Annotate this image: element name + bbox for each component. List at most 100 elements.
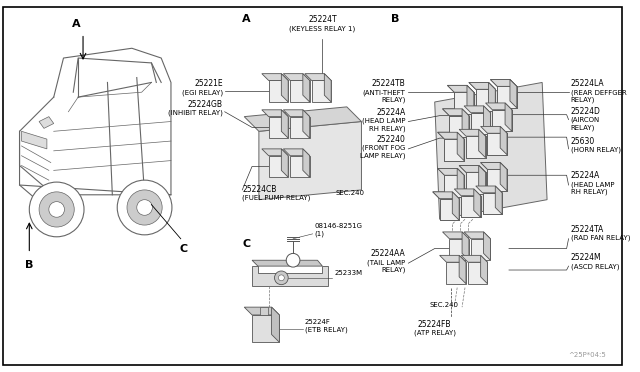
Polygon shape: [481, 163, 507, 169]
Text: 25224FB: 25224FB: [418, 320, 451, 329]
Polygon shape: [433, 192, 459, 199]
Text: B: B: [291, 257, 296, 263]
Polygon shape: [262, 74, 288, 80]
Polygon shape: [497, 86, 516, 108]
Polygon shape: [500, 163, 507, 191]
Polygon shape: [459, 129, 486, 136]
Polygon shape: [442, 232, 469, 239]
Polygon shape: [259, 122, 362, 200]
Polygon shape: [481, 126, 507, 133]
Text: (1): (1): [315, 231, 324, 237]
Text: (HORN RELAY): (HORN RELAY): [570, 147, 621, 153]
Polygon shape: [484, 106, 490, 134]
Polygon shape: [481, 163, 507, 169]
Polygon shape: [252, 260, 323, 266]
Polygon shape: [481, 126, 507, 133]
Polygon shape: [452, 192, 459, 220]
Polygon shape: [454, 92, 474, 114]
Polygon shape: [284, 110, 310, 117]
Circle shape: [127, 190, 162, 225]
Polygon shape: [461, 196, 481, 217]
Text: LAMP RELAY): LAMP RELAY): [360, 153, 405, 159]
Text: 25224TA: 25224TA: [570, 225, 604, 234]
Polygon shape: [471, 113, 490, 134]
Polygon shape: [284, 74, 310, 80]
Polygon shape: [459, 166, 486, 172]
Polygon shape: [476, 89, 495, 111]
Polygon shape: [442, 109, 469, 116]
Polygon shape: [505, 103, 512, 131]
Text: A: A: [72, 19, 81, 29]
Polygon shape: [303, 110, 310, 138]
Text: RH RELAY): RH RELAY): [369, 125, 405, 132]
Text: (ATP RELAY): (ATP RELAY): [413, 330, 456, 336]
Text: 25224LA: 25224LA: [570, 79, 604, 89]
Text: 25224T: 25224T: [308, 15, 337, 24]
Polygon shape: [244, 107, 362, 131]
Polygon shape: [476, 186, 502, 193]
Polygon shape: [486, 103, 512, 110]
Text: (HEAD LAMP: (HEAD LAMP: [362, 118, 405, 124]
Polygon shape: [474, 189, 481, 217]
Polygon shape: [488, 169, 507, 191]
Polygon shape: [252, 266, 328, 286]
Polygon shape: [447, 86, 474, 92]
Polygon shape: [449, 116, 469, 137]
Text: RELAY): RELAY): [570, 124, 595, 131]
Polygon shape: [484, 106, 490, 134]
Text: 25224A: 25224A: [570, 171, 600, 180]
Text: 25221E: 25221E: [194, 79, 223, 89]
Circle shape: [137, 200, 152, 215]
Polygon shape: [290, 156, 310, 177]
Polygon shape: [22, 131, 47, 149]
Polygon shape: [440, 255, 466, 262]
Text: A: A: [243, 14, 251, 24]
Polygon shape: [479, 129, 486, 158]
Polygon shape: [510, 80, 516, 108]
Text: 25233M: 25233M: [334, 270, 362, 276]
Text: (INHIBIT RELAY): (INHIBIT RELAY): [168, 110, 223, 116]
Polygon shape: [290, 80, 310, 102]
Polygon shape: [476, 186, 502, 193]
Polygon shape: [490, 80, 516, 86]
Text: 252240: 252240: [376, 135, 405, 144]
Polygon shape: [433, 192, 459, 199]
Polygon shape: [479, 166, 486, 194]
Bar: [260, 307, 268, 315]
Circle shape: [117, 180, 172, 235]
Polygon shape: [435, 83, 547, 219]
Polygon shape: [449, 116, 469, 137]
Polygon shape: [469, 83, 495, 89]
Polygon shape: [244, 307, 280, 315]
Polygon shape: [303, 149, 310, 177]
Polygon shape: [324, 74, 331, 102]
Text: (HEAD LAMP: (HEAD LAMP: [570, 181, 614, 187]
Circle shape: [39, 192, 74, 227]
Polygon shape: [492, 110, 512, 131]
Polygon shape: [438, 132, 464, 139]
Polygon shape: [457, 169, 464, 197]
Text: (FUEL PUMP RELAY): (FUEL PUMP RELAY): [243, 195, 310, 201]
Text: (AIRCON: (AIRCON: [570, 116, 600, 123]
Text: ^25P*04:5: ^25P*04:5: [568, 352, 605, 358]
Polygon shape: [464, 106, 490, 113]
Polygon shape: [39, 117, 54, 128]
Polygon shape: [490, 80, 516, 86]
Text: (FRONT FOG: (FRONT FOG: [362, 145, 405, 151]
Polygon shape: [454, 92, 474, 114]
Polygon shape: [466, 172, 486, 194]
Polygon shape: [269, 117, 288, 138]
Polygon shape: [252, 315, 280, 342]
Polygon shape: [497, 86, 516, 108]
Text: (ETB RELAY): (ETB RELAY): [305, 327, 348, 333]
Circle shape: [29, 182, 84, 237]
Polygon shape: [488, 133, 507, 155]
Polygon shape: [442, 109, 469, 116]
Polygon shape: [479, 129, 486, 158]
Polygon shape: [462, 109, 469, 137]
Circle shape: [49, 202, 65, 217]
Polygon shape: [284, 149, 310, 156]
Polygon shape: [445, 175, 464, 197]
Polygon shape: [269, 156, 288, 177]
Polygon shape: [488, 83, 495, 111]
